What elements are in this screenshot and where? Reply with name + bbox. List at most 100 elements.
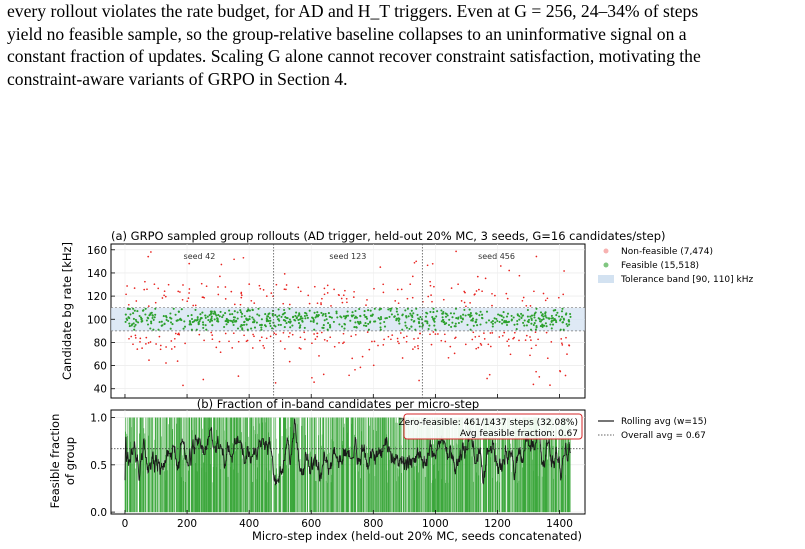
non-feasible-point (429, 284, 432, 287)
feasible-point (291, 324, 294, 327)
x-tick-label: 600 (301, 518, 321, 530)
non-feasible-point (498, 336, 501, 338)
feasible-point (134, 323, 137, 326)
non-feasible-point (163, 294, 165, 297)
non-feasible-point (450, 287, 453, 289)
feasible-point (527, 318, 531, 321)
feasible-point (425, 311, 428, 314)
feasible-point (447, 323, 451, 327)
feasible-point (478, 314, 481, 317)
panel-b-frame (110, 409, 586, 515)
feasible-point (475, 318, 478, 321)
feasible-point (364, 322, 367, 325)
feasible-point (241, 312, 244, 315)
non-feasible-point (316, 332, 319, 335)
feasible-point (256, 313, 259, 316)
feasible-point (340, 325, 344, 328)
feasible-point (213, 311, 217, 314)
feasible-point (236, 327, 240, 330)
feasible-point (146, 316, 149, 319)
legend-label-rolling: Rolling avg (w=15) (621, 417, 707, 427)
non-feasible-point (371, 340, 373, 343)
non-feasible-point (338, 341, 340, 344)
zero-feasible-annotation: Zero-feasible: 461/1437 steps (32.08%) A… (398, 413, 583, 440)
non-feasible-point (560, 338, 563, 340)
non-feasible-point (283, 288, 286, 291)
feasible-point (197, 322, 200, 325)
feasible-point (510, 318, 513, 321)
paragraph-line-2: yield no feasible sample, so the group-r… (7, 23, 687, 44)
non-feasible-point (323, 293, 326, 296)
feasible-point (501, 318, 504, 321)
feasible-point (417, 321, 421, 324)
feasible-point (227, 321, 230, 324)
non-feasible-point (372, 364, 375, 367)
non-feasible-point (176, 360, 179, 362)
feasible-point (245, 318, 248, 321)
feasible-point (441, 316, 444, 319)
feasible-point (303, 326, 306, 329)
feasible-point (281, 313, 284, 316)
feasible-point (259, 324, 262, 327)
feasible-point (463, 308, 466, 311)
feasible-point (544, 322, 547, 325)
non-feasible-point (474, 293, 476, 295)
panel-b-title: (b) Fraction of in-band candidates per m… (197, 397, 479, 411)
feasible-point (204, 314, 207, 317)
non-feasible-point (471, 338, 474, 341)
non-feasible-point (194, 304, 197, 307)
non-feasible-point (308, 302, 311, 305)
feasible-point (140, 320, 143, 323)
non-feasible-point (530, 339, 532, 341)
non-feasible-point (382, 283, 385, 286)
feasible-point (377, 317, 380, 320)
feasible-point (313, 328, 316, 331)
non-feasible-point (275, 333, 277, 336)
non-feasible-point (342, 294, 345, 297)
non-feasible-point (431, 262, 434, 265)
non-feasible-point (173, 337, 176, 340)
non-feasible-point (198, 333, 201, 336)
feasible-point (547, 317, 550, 320)
non-feasible-point (170, 348, 173, 350)
non-feasible-point (240, 292, 243, 295)
non-feasible-point (243, 334, 245, 337)
non-feasible-point (532, 383, 535, 386)
non-feasible-point (262, 289, 265, 291)
feasible-point (295, 311, 298, 314)
non-feasible-point (167, 283, 170, 286)
feasible-point (189, 320, 192, 324)
feasible-point (534, 319, 537, 322)
feasible-point (180, 308, 183, 311)
feasible-point (393, 315, 396, 318)
feasible-point (568, 323, 571, 326)
feasible-point (457, 321, 460, 325)
feasible-point (182, 327, 185, 330)
feasible-point (283, 308, 286, 312)
feasible-point (253, 319, 256, 323)
feasible-point (224, 312, 227, 315)
non-feasible-point (205, 285, 208, 288)
non-feasible-point (263, 347, 266, 349)
non-feasible-point (147, 342, 150, 344)
non-feasible-point (182, 284, 184, 286)
feasible-point (225, 317, 228, 320)
feasible-point (533, 312, 536, 315)
non-feasible-point (534, 331, 537, 334)
non-feasible-point (165, 346, 167, 348)
non-feasible-point (377, 344, 379, 347)
feasible-point (462, 313, 465, 316)
non-feasible-point (417, 345, 419, 347)
feasible-point (404, 324, 407, 327)
feasible-point (242, 323, 246, 326)
feasible-point (297, 322, 301, 325)
non-feasible-point (475, 290, 478, 292)
non-feasible-point (282, 331, 285, 334)
non-feasible-point (259, 339, 261, 342)
non-feasible-point (252, 333, 254, 336)
feasible-point (135, 320, 138, 323)
non-feasible-point (125, 293, 127, 296)
non-feasible-point (287, 335, 290, 338)
feasible-point (251, 321, 255, 324)
feasible-point (356, 320, 359, 323)
